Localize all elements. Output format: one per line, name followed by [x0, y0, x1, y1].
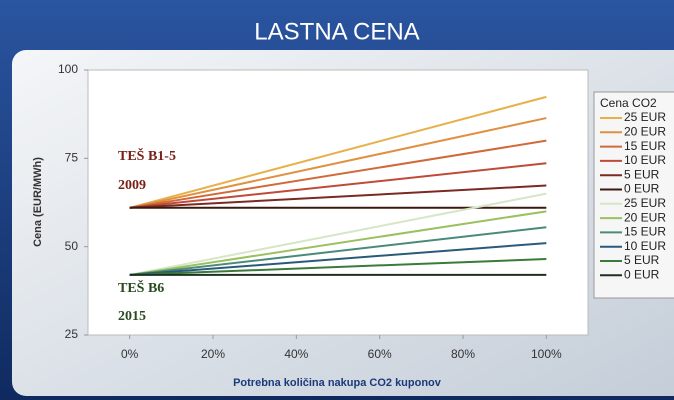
series-line: [129, 95, 547, 209]
annotation: 2009: [118, 178, 146, 193]
annotation: TEŠ B6: [118, 279, 164, 296]
series-line: [129, 162, 547, 209]
legend-label: 5 EUR: [624, 253, 660, 267]
legend-label: 10 EUR: [624, 239, 666, 253]
x-tick-label: 100%: [531, 347, 562, 361]
legend-title: Cena CO2: [600, 96, 657, 110]
legend-box: [593, 91, 674, 299]
legend-label: 20 EUR: [624, 210, 666, 224]
series-line: [129, 226, 547, 276]
y-axis-label: Cena (EUR/MWh): [32, 157, 44, 247]
x-axis-label: Potrebna količina nakupa CO2 kuponov: [233, 377, 442, 389]
legend-label: 0 EUR: [624, 182, 660, 196]
y-tick-label: 100: [58, 62, 78, 76]
x-tick-label: 60%: [368, 347, 392, 361]
series-line: [129, 184, 547, 209]
legend-label: 15 EUR: [624, 225, 666, 239]
series-line: [129, 139, 547, 209]
legend-label: 5 EUR: [624, 167, 660, 181]
x-tick-label: 0%: [121, 347, 139, 361]
x-tick-label: 40%: [284, 347, 308, 361]
annotation: 2015: [118, 309, 146, 324]
annotation: TEŠ B1-5: [118, 147, 176, 164]
y-tick-label: 50: [65, 239, 79, 253]
chart-title: LASTNA CENA: [254, 18, 419, 45]
legend-label: 25 EUR: [624, 196, 666, 210]
series-line: [129, 210, 547, 276]
x-tick-label: 20%: [201, 347, 225, 361]
legend-label: 15 EUR: [624, 139, 666, 153]
x-tick-label: 80%: [451, 347, 475, 361]
legend-label: 0 EUR: [624, 267, 660, 281]
series-line: [129, 117, 547, 209]
y-tick-label: 25: [65, 327, 79, 341]
series-line: [129, 192, 547, 276]
series-line: [129, 258, 547, 276]
legend-label: 25 EUR: [624, 110, 666, 124]
series-line: [129, 242, 547, 276]
legend-label: 10 EUR: [624, 153, 666, 167]
y-tick-label: 75: [65, 151, 79, 165]
legend-label: 20 EUR: [624, 124, 666, 138]
